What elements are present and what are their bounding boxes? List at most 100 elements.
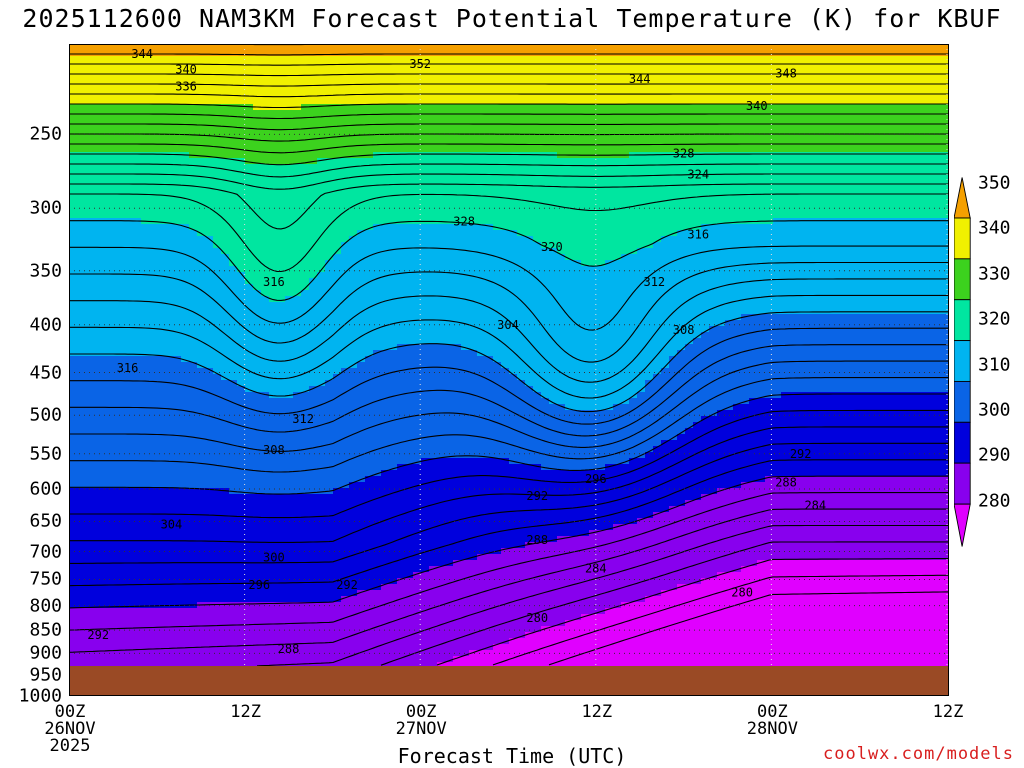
y-tick-label: 800: [29, 595, 62, 617]
contour-350: [69, 53, 949, 56]
contour-290: [69, 475, 949, 609]
x-tick-line: 12Z: [932, 702, 964, 722]
contour-label: 292: [87, 628, 109, 642]
contour-label: 304: [161, 518, 183, 532]
contour-310: [69, 311, 949, 413]
contour-312: [69, 294, 949, 399]
contour-314: [69, 278, 949, 383]
x-axis-label: Forecast Time (UTC): [397, 744, 627, 768]
contour-336: [69, 123, 949, 131]
contour-302: [69, 377, 949, 473]
grid: [69, 44, 949, 666]
contour-label: 292: [336, 578, 358, 592]
contour-352: [69, 44, 949, 46]
contour-label: 316: [687, 227, 709, 241]
colorbar-band: [954, 380, 971, 423]
x-tick-line: 12Z: [230, 702, 261, 722]
colorbar-tick-label: 330: [978, 263, 1011, 285]
y-tick-label: 750: [29, 568, 62, 590]
contour-324: [69, 183, 949, 230]
contour-labels: 344 340 336 352 344 348 340 328 324 328 320 316 312 3…: [87, 47, 826, 656]
contour-316: [69, 261, 949, 363]
contour-label: 280: [526, 611, 548, 625]
contour-lines: [69, 44, 949, 667]
colorbar-tick-label: 310: [978, 354, 1011, 376]
colorbar-tick-label: 320: [978, 308, 1011, 330]
ground: [69, 666, 949, 696]
x-tick-label: 12Z: [581, 704, 612, 721]
colorbar-tick-label: 290: [978, 444, 1011, 466]
contour-label: 296: [248, 578, 270, 592]
x-tick-label: 12Z: [933, 704, 964, 721]
contour-348: [69, 63, 949, 66]
contour-label: 336: [175, 79, 197, 93]
y-tick-label: 400: [29, 314, 62, 336]
contour-label: 288: [526, 533, 548, 547]
contour-296: [69, 426, 949, 543]
contour-label: 352: [409, 57, 431, 71]
contour-label: 344: [629, 72, 651, 86]
contour-label: 312: [292, 412, 314, 426]
contour-346: [69, 73, 949, 77]
contour-294: [69, 442, 949, 564]
contour-label: 340: [746, 99, 768, 113]
x-tick-line: 00Z: [757, 702, 788, 722]
credit-link[interactable]: coolwx.com/models: [823, 744, 1014, 764]
colorbar-band: [954, 503, 971, 547]
y-tick-label: 950: [29, 664, 62, 686]
contour-300: [69, 393, 949, 495]
contour-304: [69, 360, 949, 452]
contour-288: [69, 492, 949, 631]
contour-318: [69, 245, 949, 331]
x-tick-label: 00Z 26NOV 2025: [44, 704, 95, 755]
theta-fill: [69, 44, 949, 669]
contour-label: 340: [175, 63, 197, 77]
y-tick-label: 650: [29, 510, 62, 532]
colorbar: [954, 177, 971, 547]
contour-328: [69, 163, 949, 178]
contour-344: [69, 83, 949, 87]
x-tick-line: 28NOV: [746, 719, 798, 739]
chart-title: 2025112600 NAM3KM Forecast Potential Tem…: [22, 4, 1002, 33]
y-tick-label: 550: [29, 443, 62, 465]
contour-308: [69, 327, 949, 425]
y-tick-label: 1000: [18, 685, 62, 707]
y-tick-label: 600: [29, 478, 62, 500]
contour-320: [69, 220, 949, 301]
contour-276: [548, 591, 949, 666]
y-tick-label: 250: [29, 123, 62, 145]
plot-area: 344 340 336 352 344 348 340 328 324 328 320 316 312 3…: [69, 44, 949, 696]
contour-label: 304: [497, 318, 519, 332]
contour-label: 292: [526, 489, 548, 503]
colorbar-band: [954, 177, 971, 219]
x-tick-line: 2025: [49, 736, 91, 756]
contour-284: [256, 524, 949, 667]
x-tick-line: 27NOV: [395, 719, 447, 739]
colorbar-band: [954, 421, 971, 464]
colorbar-tick-label: 350: [978, 172, 1011, 194]
contour-label: 284: [804, 499, 826, 513]
y-tick-label: 300: [29, 197, 62, 219]
colorbar-band: [954, 340, 971, 382]
contour-330: [69, 153, 949, 166]
contour-label: 316: [263, 275, 285, 289]
contour-label: 280: [731, 586, 753, 600]
contour-278: [492, 574, 949, 666]
contour-label: 300: [263, 550, 285, 564]
contour-282: [380, 541, 949, 666]
x-tick-label: 12Z: [230, 704, 261, 721]
contour-label: 320: [541, 240, 563, 254]
contour-label: 284: [585, 562, 607, 576]
y-tick-label: 700: [29, 541, 62, 562]
x-tick-line: 26NOV: [44, 719, 96, 739]
contour-326: [69, 173, 949, 190]
y-tick-label: 900: [29, 642, 62, 664]
contour-338: [69, 113, 949, 120]
contour-label: 308: [263, 443, 285, 457]
contour-label: 328: [453, 215, 475, 229]
y-tick-label: 850: [29, 619, 62, 641]
y-tick-label: 450: [29, 362, 62, 384]
colorbar-band: [954, 462, 971, 505]
contour-286: [69, 508, 949, 653]
x-tick-label: 00Z 27NOV: [396, 704, 447, 738]
